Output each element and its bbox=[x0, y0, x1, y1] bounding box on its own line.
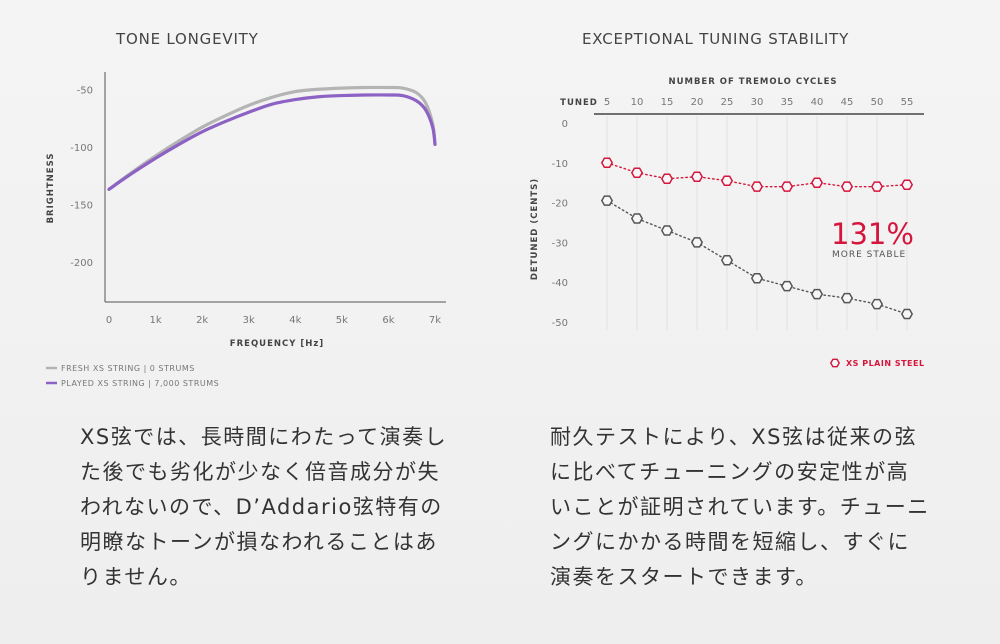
legend-label: PLAYED XS STRING | 7,000 STRUMS bbox=[61, 379, 219, 388]
xs-plain-steel-point bbox=[810, 177, 824, 188]
x-axis-title: NUMBER OF TREMOLO CYCLES bbox=[668, 77, 837, 87]
x-tick-label: 35 bbox=[781, 97, 794, 108]
y-tick-label: -200 bbox=[70, 258, 93, 269]
comparison-point bbox=[600, 195, 614, 206]
comparison-point bbox=[780, 280, 794, 292]
y-tick-label: 0 bbox=[562, 119, 568, 130]
x-tick-label: 20 bbox=[691, 97, 704, 108]
y-axis-title: DETUNED (CENTS) bbox=[530, 178, 540, 280]
xs-plain-steel-point bbox=[720, 175, 734, 186]
y-tick-label: -100 bbox=[70, 143, 93, 154]
x-tick-label: 0 bbox=[106, 315, 112, 326]
comparison-point bbox=[720, 255, 734, 266]
x-tick-label: 1k bbox=[149, 315, 161, 326]
xs-plain-steel-point bbox=[780, 181, 794, 192]
xs-plain-steel-point bbox=[630, 167, 644, 178]
tuning-stability-title: EXCEPTIONAL TUNING STABILITY bbox=[582, 30, 850, 48]
comparison-point bbox=[840, 292, 854, 304]
fresh-string-line bbox=[107, 85, 437, 191]
x-tick-label: 5 bbox=[604, 97, 610, 108]
xs-plain-steel-point bbox=[600, 157, 614, 169]
x-tick-label: 4k bbox=[289, 315, 301, 326]
tuning-stability-chart: NUMBER OF TREMOLO CYCLES TUNED 5 10 15 20 25 30… bbox=[530, 77, 925, 368]
xs-plain-steel-point bbox=[840, 181, 854, 192]
y-tick-label: -10 bbox=[552, 159, 568, 170]
comparison-point bbox=[690, 237, 704, 248]
legend-label: FRESH XS STRING | 0 STRUMS bbox=[61, 364, 195, 373]
x-tick-label: TUNED bbox=[560, 98, 598, 108]
xs-plain-steel-point bbox=[870, 181, 884, 192]
y-axis-title: BRIGHTNESS bbox=[46, 153, 56, 224]
y-tick-label: -50 bbox=[77, 85, 93, 96]
x-tick-label: 3k bbox=[243, 315, 255, 326]
y-tick-label: -150 bbox=[70, 200, 93, 211]
comparison-point bbox=[660, 225, 674, 236]
xs-plain-steel-point bbox=[750, 181, 764, 192]
x-tick-label: 15 bbox=[661, 97, 674, 108]
y-tick-label: -50 bbox=[552, 318, 568, 329]
callout-value: 131% bbox=[831, 217, 914, 251]
x-tick-label: 30 bbox=[751, 97, 764, 108]
x-tick-label: 7k bbox=[429, 315, 441, 326]
x-tick-label: 25 bbox=[721, 97, 734, 108]
tuning-stability-description: 耐久テストにより、XS弦は従来の弦に比べてチューニングの安定性が高いことが証明さ… bbox=[550, 425, 930, 589]
comparison-point bbox=[870, 298, 884, 310]
comparison-point bbox=[630, 213, 644, 224]
xs-plain-steel-point bbox=[900, 179, 914, 190]
y-tick-label: -20 bbox=[552, 199, 568, 210]
x-tick-label: 45 bbox=[841, 97, 854, 108]
callout-label: MORE STABLE bbox=[832, 250, 906, 260]
legend-label: XS PLAIN STEEL bbox=[846, 359, 925, 368]
tone-longevity-title: TONE LONGEVITY bbox=[116, 30, 259, 48]
tone-longevity-description: XS弦では、長時間にわたって演奏した後でも劣化が少なく倍音成分が失われないので、… bbox=[80, 425, 448, 589]
xs-plain-steel-point bbox=[660, 173, 674, 184]
x-tick-label: 6k bbox=[382, 315, 394, 326]
comparison-point bbox=[750, 272, 764, 284]
x-tick-label: 55 bbox=[901, 97, 914, 108]
comparison-point bbox=[810, 288, 824, 300]
x-tick-label: 40 bbox=[811, 97, 824, 108]
y-tick-label: -40 bbox=[552, 278, 568, 289]
x-axis-title: FREQUENCY [Hz] bbox=[230, 339, 324, 349]
tone-longevity-chart: -50 -100 -150 -200 0 1k 2k 3k 4k 5k 6k 7k FREQUENCY … bbox=[46, 72, 446, 388]
tone-longevity-panel: TONE LONGEVITY -50 -100 -150 -200 0 1k 2k 3k 4k 5… bbox=[46, 30, 448, 589]
x-tick-label: 50 bbox=[871, 97, 884, 108]
tuning-stability-panel: EXCEPTIONAL TUNING STABILITY NUMBER OF T… bbox=[500, 0, 1000, 644]
comparison-line bbox=[606, 199, 908, 315]
x-tick-label: 2k bbox=[196, 315, 208, 326]
x-tick-label: 10 bbox=[631, 97, 644, 108]
y-tick-label: -30 bbox=[552, 238, 568, 249]
xs-plain-steel-point bbox=[690, 171, 704, 182]
legend-swatch bbox=[829, 358, 841, 368]
x-tick-label: 5k bbox=[336, 315, 348, 326]
played-string-line bbox=[107, 93, 437, 191]
comparison-point bbox=[900, 308, 914, 320]
